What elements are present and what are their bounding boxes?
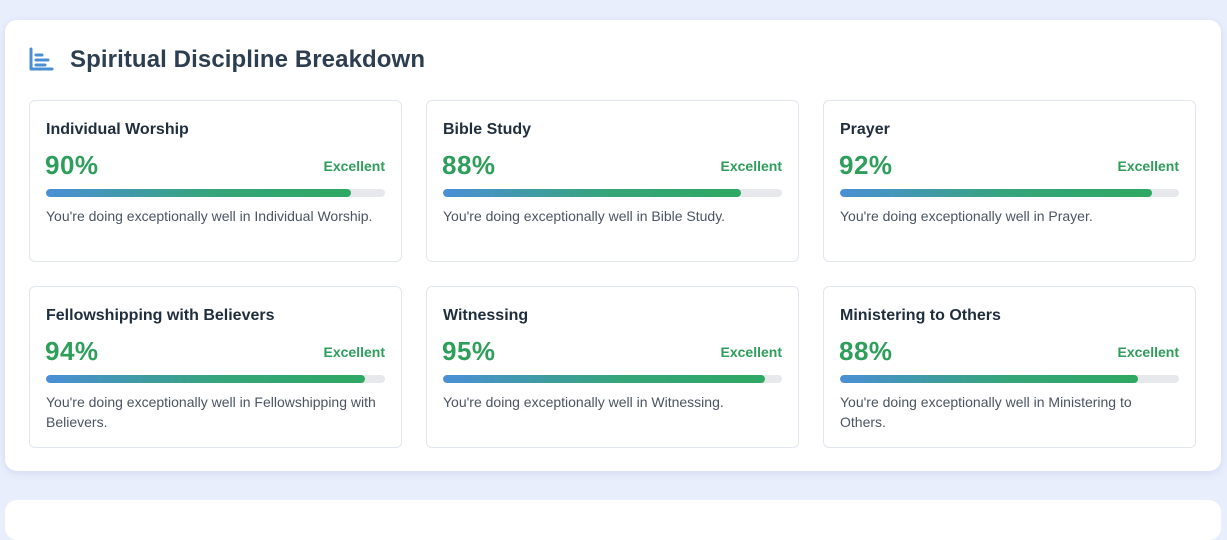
progress-fill <box>443 375 766 383</box>
progress-bar <box>46 189 385 197</box>
section-header: Spiritual Discipline Breakdown <box>28 46 425 74</box>
card-percent: 92% <box>839 150 893 180</box>
card-description: You're doing exceptionally well in Minis… <box>840 394 1132 430</box>
bar-chart-icon <box>28 47 54 73</box>
card-description: You're doing exceptionally well in Bible… <box>443 208 726 224</box>
card-percent: 90% <box>45 150 99 180</box>
card-title: Bible Study <box>443 121 532 138</box>
progress-fill <box>46 375 365 383</box>
card-rating: Excellent <box>1117 158 1179 174</box>
card-title: Prayer <box>840 121 890 138</box>
card-percent: 94% <box>45 336 99 366</box>
discipline-card-prayer: Prayer 92% Excellent You're doing except… <box>823 100 1196 262</box>
card-title: Witnessing <box>443 307 529 324</box>
discipline-breakdown-panel: Spiritual Discipline Breakdown Individua… <box>5 20 1221 471</box>
progress-fill <box>443 189 742 197</box>
progress-fill <box>840 375 1139 383</box>
card-description: You're doing exceptionally well in Fello… <box>46 394 376 430</box>
discipline-card-individual-worship: Individual Worship 90% Excellent You're … <box>29 100 402 262</box>
card-title: Individual Worship <box>46 121 189 138</box>
discipline-card-ministering: Ministering to Others 88% Excellent You'… <box>823 286 1196 448</box>
discipline-card-witnessing: Witnessing 95% Excellent You're doing ex… <box>426 286 799 448</box>
card-percent: 88% <box>442 150 496 180</box>
next-panel <box>5 500 1221 540</box>
discipline-card-bible-study: Bible Study 88% Excellent You're doing e… <box>426 100 799 262</box>
progress-bar <box>46 375 385 383</box>
card-title: Ministering to Others <box>840 307 1001 324</box>
card-rating: Excellent <box>720 158 782 174</box>
card-rating: Excellent <box>720 344 782 360</box>
progress-fill <box>840 189 1152 197</box>
card-rating: Excellent <box>1117 344 1179 360</box>
card-description: You're doing exceptionally well in Witne… <box>443 394 724 410</box>
discipline-card-fellowshipping: Fellowshipping with Believers 94% Excell… <box>29 286 402 448</box>
progress-bar <box>443 189 782 197</box>
card-rating: Excellent <box>323 158 385 174</box>
progress-bar <box>840 189 1179 197</box>
progress-bar <box>443 375 782 383</box>
card-description: You're doing exceptionally well in Indiv… <box>46 208 373 224</box>
card-rating: Excellent <box>323 344 385 360</box>
progress-bar <box>840 375 1179 383</box>
card-description: You're doing exceptionally well in Praye… <box>840 208 1093 224</box>
card-title: Fellowshipping with Believers <box>46 307 275 324</box>
progress-fill <box>46 189 352 197</box>
card-percent: 95% <box>442 336 496 366</box>
card-percent: 88% <box>839 336 893 366</box>
section-title: Spiritual Discipline Breakdown <box>70 46 426 73</box>
